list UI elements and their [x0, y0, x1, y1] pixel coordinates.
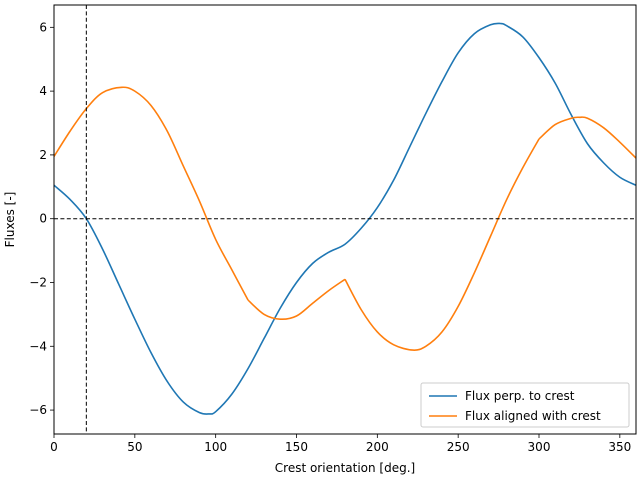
y-tick-label: −6 [29, 403, 47, 417]
y-tick-label: −4 [29, 339, 47, 353]
y-tick-label: 2 [39, 148, 47, 162]
x-tick-label: 0 [50, 440, 58, 454]
x-tick-label: 200 [366, 440, 389, 454]
reference-lines [54, 5, 636, 434]
legend: Flux perp. to crest Flux aligned with cr… [420, 382, 630, 428]
series-layer [54, 22, 636, 415]
x-tick-label: 300 [528, 440, 551, 454]
y-tick-label: 4 [39, 84, 47, 98]
y-tick-label: 0 [39, 212, 47, 226]
x-tick-label: 250 [447, 440, 470, 454]
x-axis-label: Crest orientation [deg.] [275, 461, 415, 475]
x-tick-label: 350 [608, 440, 631, 454]
y-tick-label: −2 [29, 275, 47, 289]
x-axis-ticks: 0 50 100 150 200 250 300 350 [50, 434, 631, 454]
legend-box [420, 382, 630, 428]
legend-label-perp: Flux perp. to crest [465, 389, 575, 403]
x-tick-label: 50 [127, 440, 142, 454]
y-axis-ticks: −6 −4 −2 0 2 4 6 [29, 20, 54, 417]
series-line-flux-aligned [54, 86, 636, 351]
y-axis-label: Fluxes [-] [3, 192, 17, 248]
series-line-flux-perp [54, 22, 636, 415]
plot-frame [53, 4, 637, 435]
plot-area [54, 5, 636, 434]
legend-label-aligned: Flux aligned with crest [465, 409, 601, 423]
x-tick-label: 150 [285, 440, 308, 454]
y-tick-label: 6 [39, 20, 47, 34]
x-tick-label: 100 [204, 440, 227, 454]
